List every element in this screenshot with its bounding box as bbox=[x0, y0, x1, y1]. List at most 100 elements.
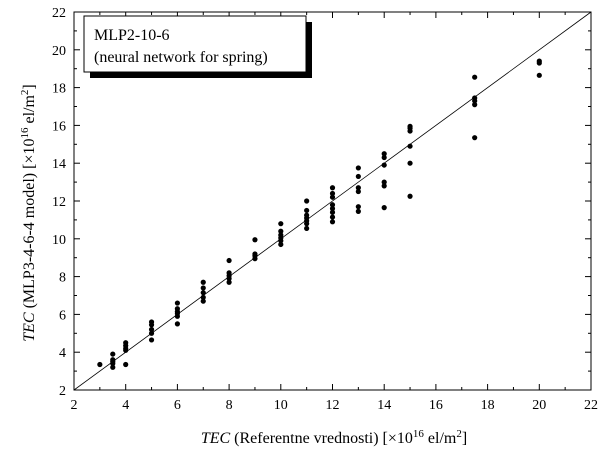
y-tick-label: 16 bbox=[52, 119, 66, 134]
y-tick-label: 2 bbox=[59, 384, 66, 399]
data-point bbox=[407, 123, 413, 129]
data-point bbox=[472, 135, 478, 141]
data-point bbox=[381, 162, 387, 168]
data-point bbox=[123, 340, 129, 346]
x-axis-title-exp: 16 bbox=[413, 428, 425, 440]
data-point bbox=[304, 198, 310, 204]
data-point bbox=[355, 165, 361, 171]
data-point bbox=[278, 228, 284, 234]
y-axis-title-unit: el/m bbox=[21, 95, 38, 128]
data-point bbox=[381, 183, 387, 189]
x-axis-title-unit: el/m bbox=[424, 430, 457, 447]
data-point bbox=[355, 208, 361, 214]
data-point bbox=[226, 270, 232, 276]
data-point bbox=[148, 337, 155, 343]
data-point bbox=[381, 154, 387, 161]
data-point bbox=[148, 326, 155, 333]
x-tick-label: 20 bbox=[532, 398, 546, 413]
data-point bbox=[329, 190, 336, 197]
data-point bbox=[200, 290, 206, 296]
x-axis-title-text: (Referentne vrednosti) [×10 bbox=[230, 430, 413, 447]
data-point bbox=[329, 205, 336, 212]
x-axis-title-close: ] bbox=[462, 430, 467, 447]
data-point bbox=[329, 185, 336, 191]
data-point bbox=[148, 330, 155, 336]
x-tick-label: 10 bbox=[274, 398, 288, 413]
data-point bbox=[97, 361, 103, 368]
x-tick-label: 6 bbox=[174, 398, 181, 413]
data-point bbox=[355, 188, 361, 195]
data-point bbox=[329, 194, 336, 200]
data-point bbox=[110, 364, 116, 370]
data-point bbox=[407, 160, 413, 166]
data-point bbox=[226, 279, 232, 285]
data-points bbox=[97, 58, 542, 370]
y-tick-label: 20 bbox=[52, 44, 66, 59]
y-tick-label: 14 bbox=[52, 157, 66, 172]
y-tick-label: 18 bbox=[52, 82, 66, 97]
data-point bbox=[381, 151, 387, 157]
data-point bbox=[200, 298, 206, 304]
y-tick-label: 8 bbox=[59, 271, 66, 286]
x-axis-title: TEC (Referentne vrednosti) [×1016 el/m2] bbox=[201, 428, 467, 447]
data-point bbox=[278, 232, 284, 238]
data-point bbox=[472, 74, 478, 80]
data-point bbox=[536, 58, 542, 64]
data-point bbox=[329, 214, 336, 220]
data-point bbox=[355, 204, 361, 210]
x-tick-label: 16 bbox=[429, 398, 443, 413]
annotation-frame bbox=[83, 15, 307, 73]
y-tick-label: 12 bbox=[52, 195, 66, 210]
y-axis-title: TEC (MLP3-4-6-4 model) [×1016 el/m2] bbox=[19, 84, 38, 342]
data-point bbox=[200, 279, 206, 285]
data-point bbox=[110, 357, 116, 363]
data-point bbox=[278, 241, 284, 248]
data-point bbox=[407, 193, 413, 199]
y-axis-title-exp: 16 bbox=[19, 127, 31, 139]
x-tick-label: 18 bbox=[481, 398, 495, 413]
x-tick-label: 22 bbox=[584, 398, 598, 413]
data-point bbox=[148, 319, 155, 325]
data-point bbox=[174, 306, 180, 312]
x-tick-label: 12 bbox=[326, 398, 340, 413]
y-tick-label: 10 bbox=[52, 233, 66, 248]
x-tick-label: 2 bbox=[71, 398, 78, 413]
data-point bbox=[226, 257, 232, 264]
data-point bbox=[381, 179, 387, 185]
x-axis-title-italic: TEC bbox=[201, 430, 231, 447]
y-tick-label: 22 bbox=[52, 6, 66, 21]
x-tick-label: 4 bbox=[122, 398, 129, 413]
x-tick-label: 8 bbox=[226, 398, 233, 413]
y-tick-label: 6 bbox=[59, 308, 66, 323]
x-tick-label: 14 bbox=[377, 398, 391, 413]
y-tick-label: 4 bbox=[59, 346, 66, 361]
data-point bbox=[304, 212, 310, 218]
data-point bbox=[407, 143, 413, 149]
data-point bbox=[252, 251, 258, 257]
x-axis-title-unit-exp: 2 bbox=[456, 428, 462, 440]
data-point bbox=[536, 72, 542, 78]
data-point bbox=[200, 285, 206, 291]
data-point bbox=[278, 221, 284, 227]
data-point bbox=[123, 361, 129, 368]
data-point bbox=[355, 185, 361, 191]
data-point bbox=[304, 225, 310, 232]
data-point bbox=[252, 237, 258, 243]
y-axis-title-text: (MLP3-4-6-4 model) [×10 bbox=[21, 139, 38, 313]
data-point bbox=[200, 294, 206, 300]
data-point bbox=[174, 300, 180, 306]
y-axis-title-close: ] bbox=[21, 84, 38, 89]
data-point bbox=[472, 102, 478, 108]
data-point bbox=[110, 351, 116, 357]
annotation-line1: MLP2-10-6 bbox=[94, 27, 170, 44]
data-point bbox=[174, 321, 180, 327]
data-point bbox=[329, 219, 336, 225]
data-point bbox=[329, 202, 336, 208]
annotation-box: MLP2-10-6 (neural network for spring) bbox=[83, 15, 312, 78]
annotation-line2: (neural network for spring) bbox=[94, 49, 268, 66]
y-axis-title-unit-exp: 2 bbox=[19, 90, 31, 96]
data-point bbox=[329, 209, 336, 215]
data-point bbox=[472, 95, 478, 101]
